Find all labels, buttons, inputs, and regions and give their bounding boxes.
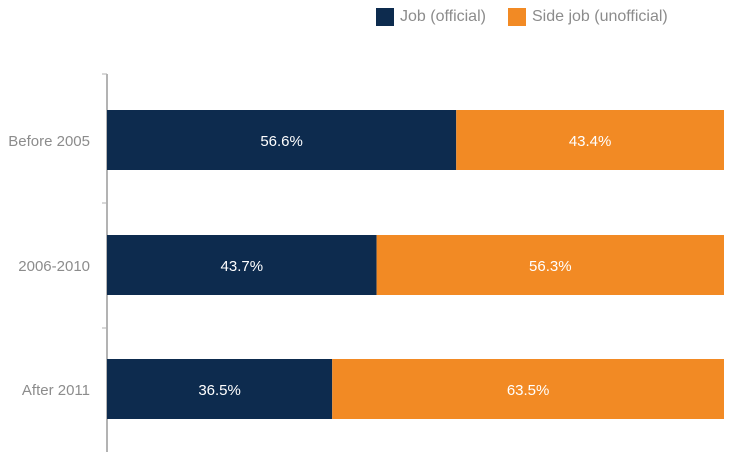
data-label: 56.6% [260, 133, 303, 150]
bar-segment-side-job [456, 110, 724, 170]
legend-swatch-job-official [376, 8, 394, 26]
data-label: 63.5% [507, 382, 550, 399]
legend-swatch-side-job [507, 8, 526, 26]
bar-segment-job-official [107, 359, 333, 419]
data-label: 43.4% [569, 133, 612, 150]
legend-label-side-job: Side job (unofficial) [531, 8, 668, 25]
bar-segment-side-job [332, 359, 724, 419]
bar-segment-job-official [107, 110, 457, 170]
data-label: 43.7% [221, 258, 264, 275]
legend-item-side-job: Side job (unofficial) [507, 8, 668, 26]
legend-item-job-official: Job (official) [376, 8, 486, 26]
category-label: Before 2005 [8, 133, 90, 150]
data-label: 36.5% [198, 382, 241, 399]
legend: Job (official) Side job (unofficial) [376, 8, 690, 26]
category-label: After 2011 [22, 382, 90, 399]
data-label: 56.3% [529, 258, 572, 275]
bar-segment-job-official [107, 235, 377, 295]
category-label: 2006-2010 [18, 258, 90, 275]
legend-label-job-official: Job (official) [400, 8, 486, 25]
bar-segment-side-job [376, 235, 724, 295]
